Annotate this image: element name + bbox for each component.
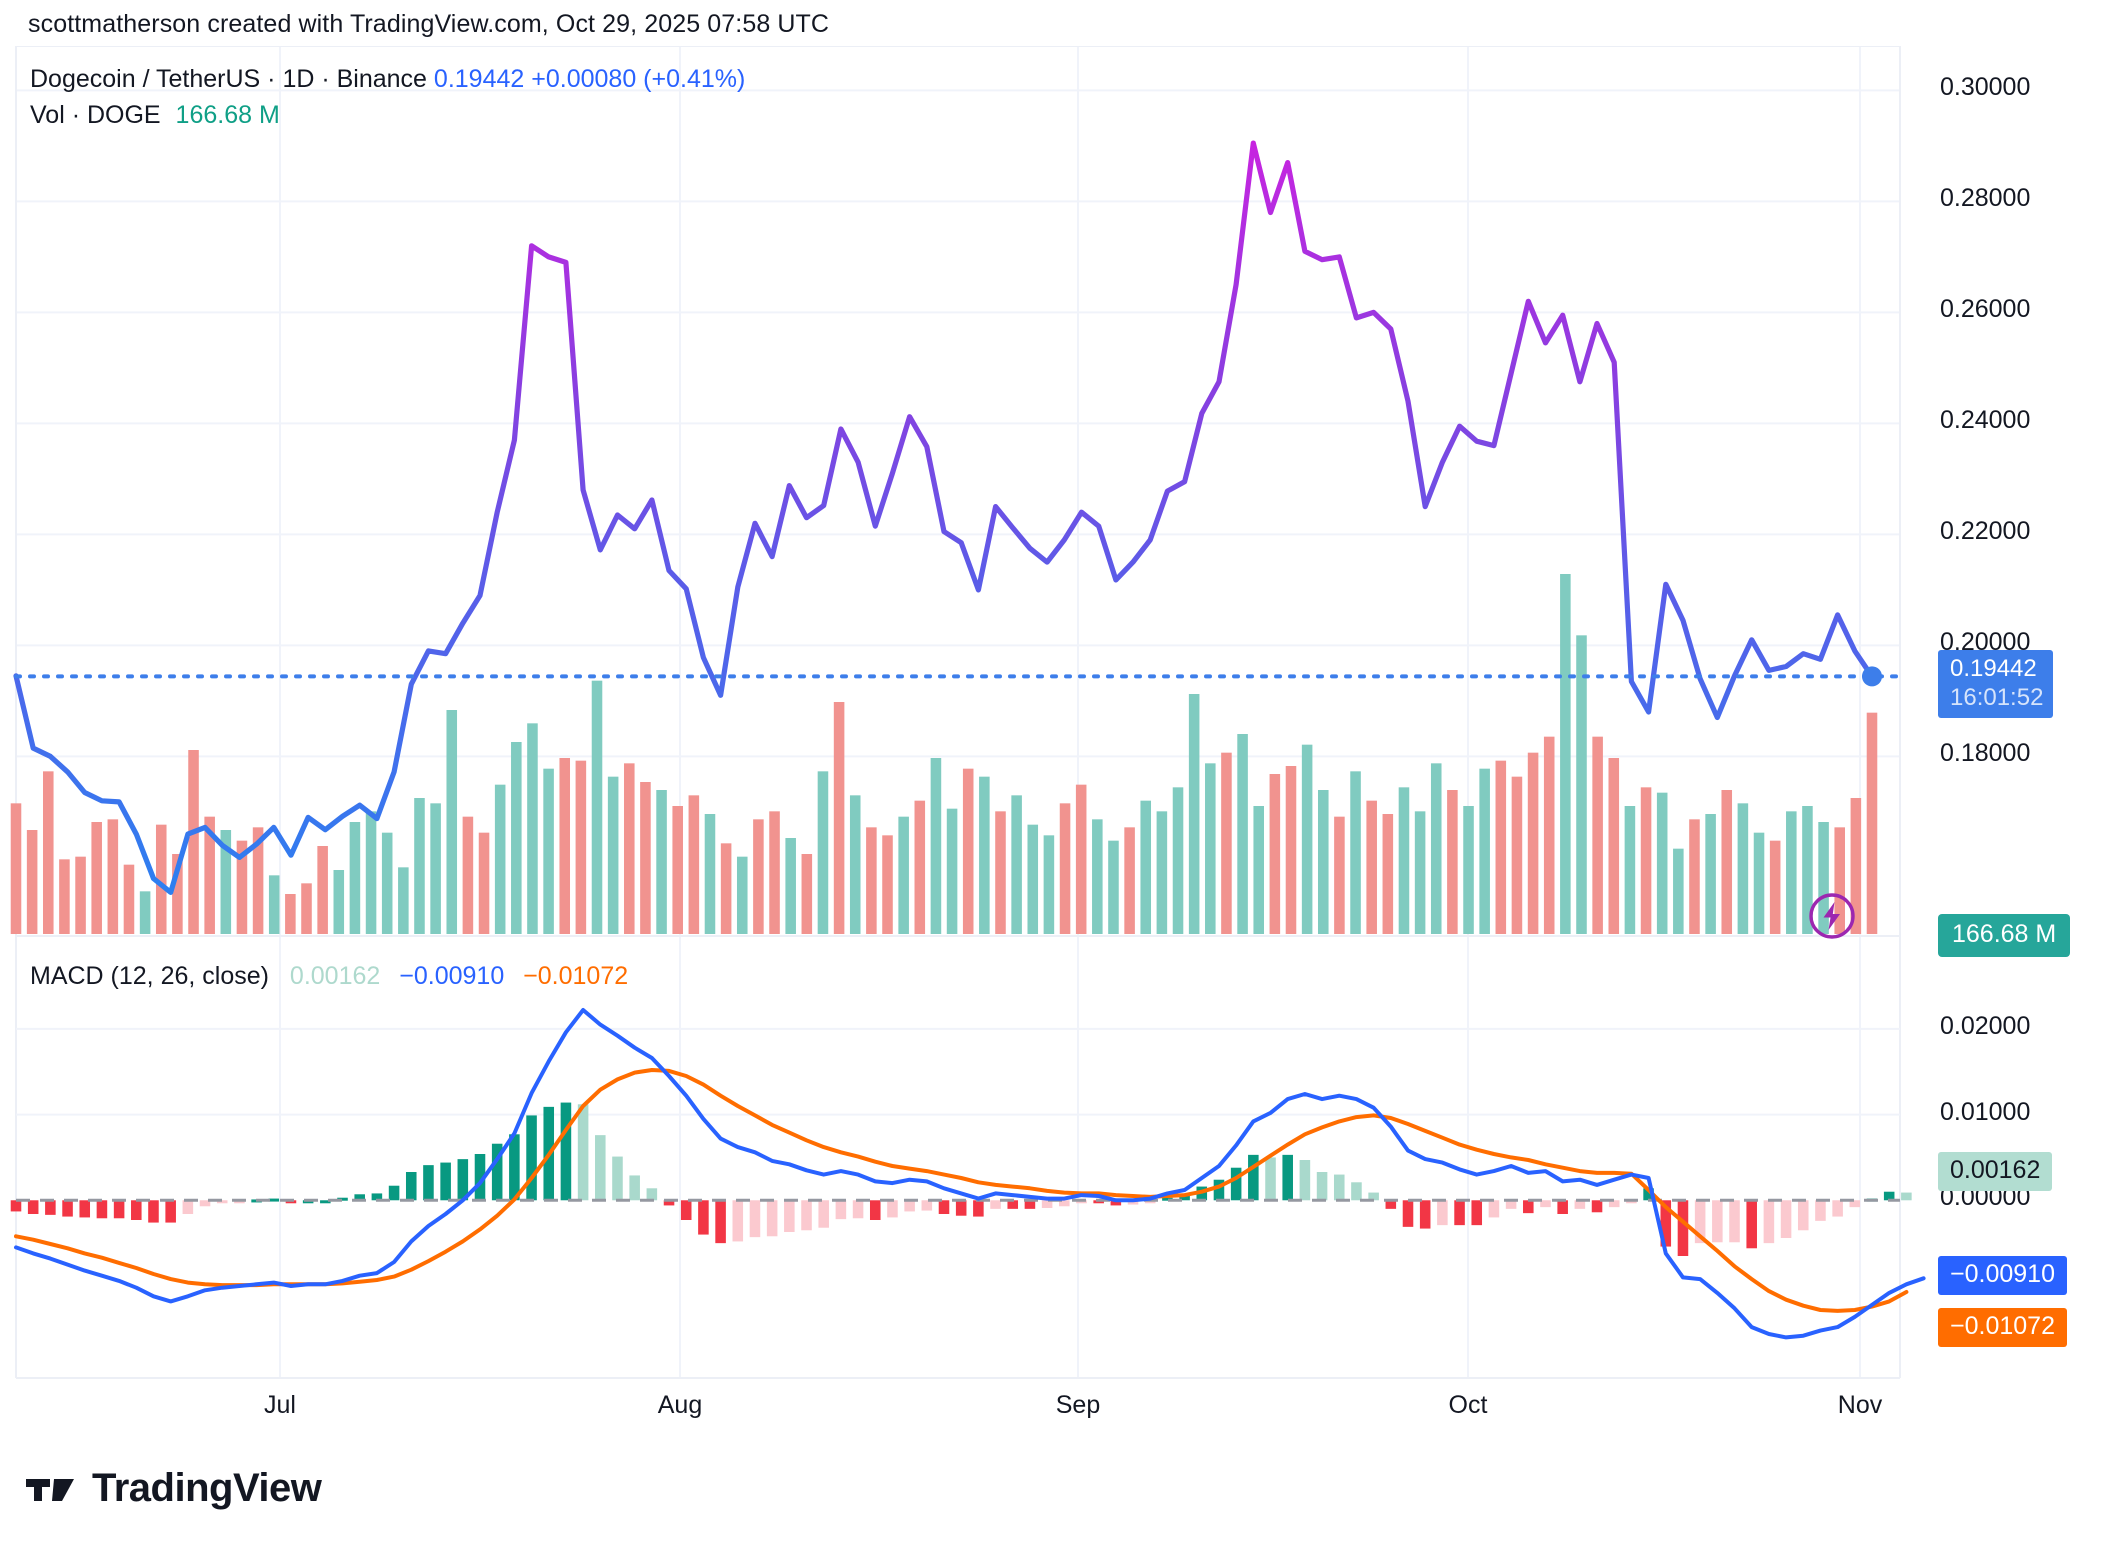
volume-legend-value: 166.68 M [175, 101, 280, 129]
chart-stage[interactable] [0, 46, 2108, 1426]
last-price-badge[interactable]: 0.19442 16:01:52 [1938, 650, 2054, 718]
macd-signal-badge[interactable]: −0.01072 [1938, 1308, 2067, 1347]
price-change-pct: (+0.41%) [643, 65, 746, 93]
volume-bars [10, 574, 1878, 934]
volume-value-badge[interactable]: 166.68 M [1938, 914, 2071, 957]
price-axis-tick: 0.26000 [1940, 295, 2031, 324]
tradingview-mark-icon [26, 1478, 74, 1501]
last-price: 0.19442 [433, 65, 525, 93]
macd-legend-hist: 0.00162 [289, 962, 381, 990]
tradingview-footer-logo: TradingView [24, 1466, 322, 1511]
price-axis-tick: 0.28000 [1940, 184, 2031, 213]
main-legend: Dogecoin / TetherUS · 1D · Binance 0.194… [30, 62, 745, 132]
price-line [13, 140, 1875, 895]
price-axis-tick: 0.24000 [1940, 406, 2031, 435]
last-price-dot [1862, 666, 1882, 687]
time-axis-tick: Sep [1055, 1391, 1101, 1419]
time-axis-tick: Jul [264, 1391, 296, 1419]
time-axis-tick: Nov [1837, 1391, 1883, 1419]
macd-line-badge[interactable]: −0.00910 [1938, 1256, 2067, 1296]
macd-line [14, 1008, 1926, 1340]
price-axis-tick: 0.30000 [1940, 73, 2031, 102]
macd-hist-badge[interactable]: 0.00162 [1938, 1152, 2053, 1192]
macd-axis-tick: 0.01000 [1940, 1097, 2031, 1126]
lightning-bolt-icon[interactable] [1808, 892, 1856, 940]
price-change-abs: +0.00080 [531, 65, 637, 93]
last-price-badge-countdown: 16:01:52 [1950, 683, 2044, 711]
macd-signal-line [14, 1068, 1909, 1313]
chart-canvas[interactable] [0, 46, 2108, 1426]
grid-lines [15, 46, 1901, 1379]
symbol-title: Dogecoin / TetherUS · 1D · Binance [30, 65, 427, 93]
macd-legend-signal: −0.01072 [523, 962, 629, 990]
attribution-text: scottmatherson created with TradingView.… [28, 10, 830, 38]
price-axis-tick: 0.22000 [1940, 517, 2031, 546]
volume-legend-label: Vol · DOGE [30, 101, 161, 129]
time-axis-tick: Aug [657, 1391, 703, 1419]
last-price-badge-value: 0.19442 [1950, 655, 2037, 683]
price-axis-tick: 0.18000 [1940, 739, 2031, 768]
macd-legend-line: −0.00910 [399, 962, 505, 990]
tradingview-wordmark: TradingView [92, 1466, 322, 1510]
time-axis-tick: Oct [1448, 1391, 1488, 1419]
macd-legend-title: MACD (12, 26, close) [30, 962, 269, 990]
macd-histogram [10, 1102, 1912, 1256]
macd-legend: MACD (12, 26, close) 0.00162 −0.00910 −0… [30, 962, 628, 991]
macd-axis-tick: 0.02000 [1940, 1011, 2031, 1040]
